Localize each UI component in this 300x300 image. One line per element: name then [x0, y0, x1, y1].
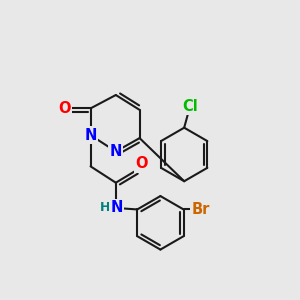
- Text: H: H: [100, 202, 111, 214]
- Text: Br: Br: [192, 202, 210, 217]
- Text: N: N: [84, 128, 97, 142]
- Text: Cl: Cl: [182, 98, 198, 113]
- Text: N: N: [110, 200, 123, 215]
- Text: O: O: [135, 157, 147, 172]
- Text: O: O: [58, 101, 71, 116]
- Text: N: N: [110, 144, 122, 159]
